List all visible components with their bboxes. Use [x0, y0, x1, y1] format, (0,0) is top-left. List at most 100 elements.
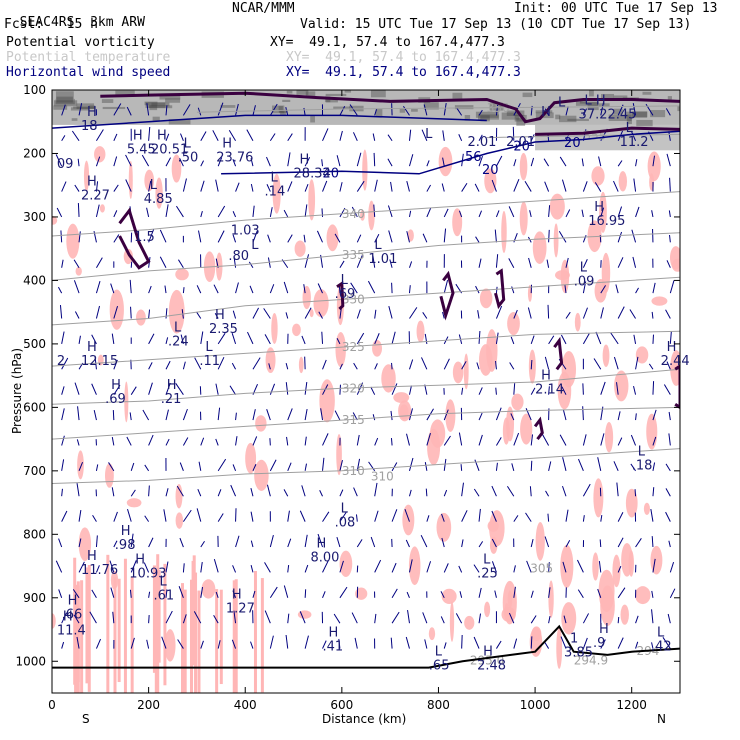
wind-speed-label: 20: [482, 163, 499, 178]
pv-shading-blob: [294, 240, 306, 257]
wind-barb: [476, 362, 480, 370]
wind-barb: [600, 285, 606, 294]
wind-barb: [76, 439, 80, 446]
wind-barb: [111, 436, 115, 446]
wind-barb: [408, 559, 413, 573]
wind-barb: [269, 586, 278, 599]
pv-grey-streak: [589, 90, 594, 97]
wind-barb: [424, 333, 428, 344]
pv-grey-streak: [480, 115, 490, 122]
wind-barb: [304, 204, 308, 218]
pv-shading-blob: [599, 191, 607, 233]
wind-barb: [339, 489, 344, 497]
wind-barb: [321, 208, 324, 217]
wind-barb: [56, 207, 63, 218]
wind-barb: [390, 637, 393, 649]
wind-barb: [456, 107, 463, 116]
org-label: NCAR/MMM: [232, 1, 295, 16]
wind-barb: [426, 207, 432, 218]
wind-barb: [304, 534, 308, 548]
wind-barb: [113, 210, 118, 218]
wind-barb: [389, 259, 393, 268]
pv-shading-blob: [175, 268, 189, 281]
pv-grey-streak: [587, 102, 599, 111]
wind-barb: [304, 184, 309, 192]
wind-barb: [544, 356, 550, 370]
wind-barb: [652, 381, 655, 395]
wind-barb: [217, 489, 222, 497]
wind-barb: [304, 635, 309, 649]
pv-shading-blob: [574, 312, 581, 332]
wind-barb: [198, 230, 202, 243]
wind-barb: [669, 331, 672, 344]
pv-shading-blob: [175, 512, 184, 529]
plot-frame: [51, 89, 681, 694]
pv-value-label: 4.85: [144, 192, 173, 207]
wind-barb: [387, 158, 393, 167]
wind-barb: [600, 207, 605, 218]
wind-barb: [599, 539, 602, 548]
wind-barb: [233, 610, 237, 624]
pv-grey-streak: [370, 90, 386, 98]
wind-speed-label: 56: [465, 150, 482, 165]
wind-barb: [287, 152, 291, 167]
project-label: SEAC4RS 3km ARW: [4, 2, 145, 30]
wind-barb: [230, 484, 237, 497]
wind-barb: [458, 432, 463, 446]
wind-barb: [287, 133, 293, 142]
pv-grey-streak: [55, 91, 74, 100]
wind-barb: [651, 642, 654, 649]
wind-barb: [405, 636, 410, 649]
wind-barb: [390, 181, 393, 192]
pv-value-label: 1.5: [134, 230, 155, 245]
pv-grey-streak: [535, 110, 553, 114]
wind-barb: [426, 433, 431, 446]
wind-barb: [233, 256, 237, 268]
pv-shading-blob: [155, 177, 163, 209]
wind-barb: [317, 533, 323, 548]
pv-shading-blob: [144, 169, 155, 192]
pv-shading-column: [183, 589, 187, 693]
wind-barb: [356, 309, 361, 319]
pv-grey-streak: [278, 106, 283, 112]
wind-barb: [283, 281, 289, 294]
wind-barb: [252, 464, 257, 472]
wind-barb: [491, 561, 497, 573]
wind-barb: [652, 436, 657, 446]
wind-barb: [252, 409, 256, 421]
pv-contour: [535, 126, 680, 136]
pv-shading-blob: [486, 329, 498, 372]
wind-barb: [613, 356, 619, 370]
fcst-label: Fcst:: [4, 17, 44, 32]
wind-barb: [594, 182, 602, 192]
wind-barb: [336, 537, 341, 548]
pv-shading-blob: [298, 356, 304, 374]
wind-barb: [495, 360, 497, 370]
wind-barb: [408, 154, 414, 167]
wind-barb: [631, 229, 637, 243]
pv-shading-blob: [436, 512, 452, 542]
wind-barb: [250, 540, 254, 548]
pv-grey-streak: [613, 95, 628, 101]
wind-barb: [610, 332, 619, 345]
wind-barb: [633, 178, 637, 192]
wind-barb: [524, 181, 532, 192]
wind-barb: [217, 458, 227, 472]
wind-barb: [250, 487, 254, 497]
wind-barb: [356, 382, 364, 395]
wind-barb: [512, 126, 515, 141]
pv-shading-blob: [171, 154, 182, 183]
pv-shading-column: [157, 569, 161, 663]
wind-barb: [165, 360, 171, 370]
theta-label: 310: [371, 469, 394, 483]
wind-barb: [148, 229, 155, 243]
wind-barb: [283, 209, 289, 218]
wind-barb: [175, 383, 184, 395]
wind-barb: [200, 131, 207, 142]
pv-value-label: .61: [153, 589, 174, 604]
wind-barb: [235, 412, 237, 421]
pv-grey-streak: [399, 108, 406, 113]
wind-barb: [513, 515, 519, 522]
wind-speed-label: 20: [564, 136, 581, 151]
terrain-profile: [52, 624, 680, 669]
